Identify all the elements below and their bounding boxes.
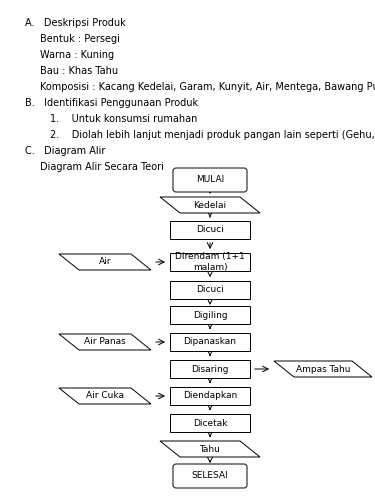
Bar bbox=[170, 253, 250, 271]
Text: Tahu: Tahu bbox=[200, 444, 220, 454]
Text: 2.    Diolah lebih lanjut menjadi produk pangan lain seperti (Gehu, Baso Tahu, d: 2. Diolah lebih lanjut menjadi produk pa… bbox=[50, 130, 375, 140]
Text: Komposisi : Kacang Kedelai, Garam, Kunyit, Air, Mentega, Bawang Putih.: Komposisi : Kacang Kedelai, Garam, Kunyi… bbox=[40, 82, 375, 92]
Polygon shape bbox=[160, 197, 260, 213]
Polygon shape bbox=[274, 361, 372, 377]
Text: Bau : Khas Tahu: Bau : Khas Tahu bbox=[40, 66, 118, 76]
Text: Air Panas: Air Panas bbox=[84, 338, 126, 346]
Text: Diagram Alir Secara Teori: Diagram Alir Secara Teori bbox=[40, 162, 164, 172]
Text: Disaring: Disaring bbox=[191, 364, 229, 374]
Bar bbox=[170, 333, 250, 351]
Polygon shape bbox=[59, 254, 151, 270]
Text: Diendapkan: Diendapkan bbox=[183, 392, 237, 400]
Text: Direndam (1+1
malam): Direndam (1+1 malam) bbox=[175, 252, 245, 272]
Text: 1.    Untuk konsumsi rumahan: 1. Untuk konsumsi rumahan bbox=[50, 114, 197, 124]
Bar bbox=[170, 387, 250, 405]
Text: Bentuk : Persegi: Bentuk : Persegi bbox=[40, 34, 120, 44]
Text: A.   Deskripsi Produk: A. Deskripsi Produk bbox=[25, 18, 126, 28]
Bar bbox=[170, 281, 250, 299]
Polygon shape bbox=[59, 334, 151, 350]
Text: Ampas Tahu: Ampas Tahu bbox=[296, 364, 350, 374]
Text: Warna : Kuning: Warna : Kuning bbox=[40, 50, 114, 60]
Bar bbox=[170, 221, 250, 239]
Polygon shape bbox=[160, 441, 260, 457]
Text: B.   Identifikasi Penggunaan Produk: B. Identifikasi Penggunaan Produk bbox=[25, 98, 198, 108]
Text: Air: Air bbox=[99, 258, 111, 266]
Text: Kedelai: Kedelai bbox=[194, 200, 226, 209]
Text: Digiling: Digiling bbox=[193, 310, 227, 320]
Text: Air Cuka: Air Cuka bbox=[86, 392, 124, 400]
Bar bbox=[170, 306, 250, 324]
Text: C.   Diagram Alir: C. Diagram Alir bbox=[25, 146, 105, 156]
FancyBboxPatch shape bbox=[173, 168, 247, 192]
Text: Dicuci: Dicuci bbox=[196, 286, 224, 294]
Text: MULAI: MULAI bbox=[196, 176, 224, 184]
Text: Dicetak: Dicetak bbox=[193, 418, 227, 428]
Polygon shape bbox=[59, 388, 151, 404]
Bar bbox=[170, 360, 250, 378]
Text: Dicuci: Dicuci bbox=[196, 226, 224, 234]
Text: Dipanaskan: Dipanaskan bbox=[183, 338, 237, 346]
Text: SELESAI: SELESAI bbox=[192, 472, 228, 480]
FancyBboxPatch shape bbox=[173, 464, 247, 488]
Bar bbox=[170, 414, 250, 432]
